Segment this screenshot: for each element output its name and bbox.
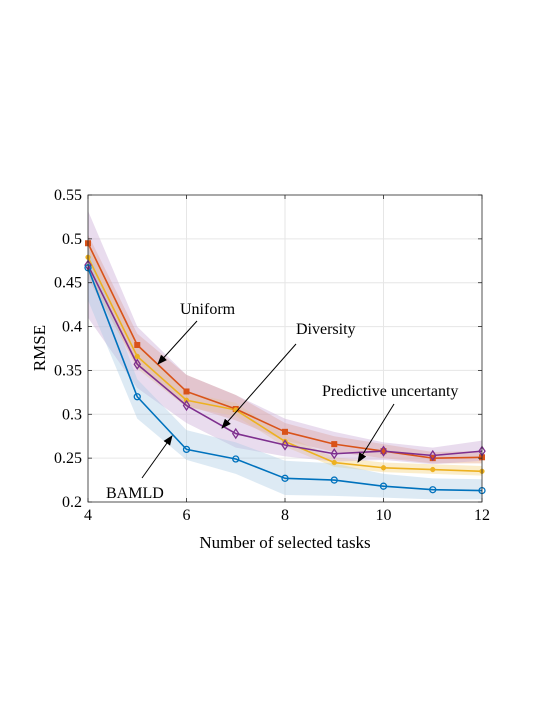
annotation-uniform-label: Uniform	[180, 301, 236, 318]
x-tick-label: 10	[376, 507, 392, 524]
annotations: Uniform Diversity Predictive uncertanty …	[106, 301, 458, 502]
line-bamld	[87, 267, 483, 492]
point-bamld	[232, 455, 240, 463]
axis-ticks: 4 6 8 10 12 0.2 0.25 0.3 0.35 0.4 0.45 0.5 0.55	[54, 187, 490, 524]
point-diversity	[281, 439, 289, 451]
annotation-uniform-arrow	[157, 320, 198, 365]
annotation-diversity-arrow	[221, 343, 297, 429]
y-tick-label: 0.25	[54, 450, 82, 467]
annotation-bamld-arrow	[141, 435, 173, 479]
point-diversity	[428, 449, 437, 462]
band-bamld	[88, 247, 482, 500]
point-diversity	[133, 358, 142, 370]
point-bamld	[429, 486, 437, 494]
y-axis-label: RMSE	[30, 325, 49, 371]
point-predictive-uncertanty	[134, 353, 140, 360]
point-uniform	[134, 341, 141, 348]
annotation-diversity-label: Diversity	[296, 321, 356, 338]
y-tick-label: 0.5	[62, 231, 82, 248]
x-axis-label: Number of selected tasks	[199, 533, 370, 552]
point-bamld	[379, 482, 388, 490]
point-predictive-uncertanty	[331, 459, 337, 466]
x-tick-label: 6	[183, 507, 191, 524]
annotation-predictive-arrow	[357, 403, 395, 463]
y-tick-label: 0.35	[54, 362, 82, 379]
point-bamld	[133, 393, 141, 401]
point-diversity	[231, 427, 240, 440]
point-uniform	[183, 388, 190, 395]
line-diversity	[87, 264, 483, 457]
y-tick-label: 0.3	[62, 406, 82, 423]
x-tick-label: 8	[281, 507, 289, 524]
x-tick-label: 4	[84, 507, 92, 524]
y-tick-label: 0.45	[54, 275, 82, 292]
point-diversity	[182, 399, 191, 412]
x-tick-label: 12	[474, 507, 490, 524]
point-diversity	[379, 445, 388, 457]
point-predictive-uncertanty	[430, 466, 436, 473]
point-diversity	[330, 448, 339, 460]
point-uniform	[331, 441, 338, 448]
point-uniform	[282, 428, 288, 435]
point-bamld	[330, 476, 338, 484]
y-tick-label: 0.4	[62, 319, 82, 336]
point-bamld	[281, 474, 289, 482]
point-predictive-uncertanty	[380, 465, 387, 471]
annotation-bamld-label: BAMLD	[106, 485, 164, 502]
y-tick-label: 0.55	[54, 187, 82, 204]
grid-lines	[88, 195, 482, 502]
y-tick-label: 0.2	[62, 494, 82, 511]
annotation-predictive-label: Predictive uncertanty	[322, 383, 458, 400]
point-bamld	[182, 445, 191, 454]
